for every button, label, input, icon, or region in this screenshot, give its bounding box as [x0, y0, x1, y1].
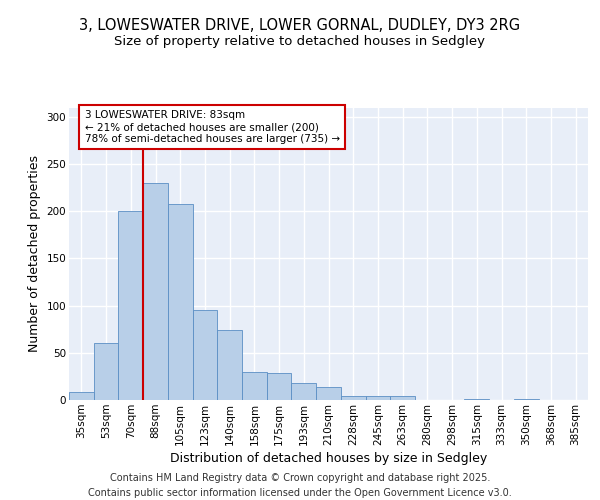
Bar: [217, 330, 242, 400]
Text: 3 LOWESWATER DRIVE: 83sqm
← 21% of detached houses are smaller (200)
78% of semi: 3 LOWESWATER DRIVE: 83sqm ← 21% of detac…: [85, 110, 340, 144]
Bar: [242, 372, 267, 400]
Bar: [514, 399, 539, 400]
Bar: [193, 310, 217, 400]
Bar: [316, 387, 341, 400]
Bar: [69, 392, 94, 400]
Text: Size of property relative to detached houses in Sedgley: Size of property relative to detached ho…: [115, 35, 485, 48]
Bar: [365, 396, 390, 400]
Bar: [168, 204, 193, 400]
Bar: [143, 183, 168, 400]
Bar: [118, 212, 143, 400]
Y-axis label: Number of detached properties: Number of detached properties: [28, 155, 41, 352]
Bar: [341, 396, 365, 400]
Bar: [94, 344, 118, 400]
X-axis label: Distribution of detached houses by size in Sedgley: Distribution of detached houses by size …: [170, 452, 487, 465]
Bar: [292, 383, 316, 400]
Text: Contains HM Land Registry data © Crown copyright and database right 2025.
Contai: Contains HM Land Registry data © Crown c…: [88, 472, 512, 498]
Bar: [464, 399, 489, 400]
Bar: [267, 372, 292, 400]
Bar: [390, 396, 415, 400]
Text: 3, LOWESWATER DRIVE, LOWER GORNAL, DUDLEY, DY3 2RG: 3, LOWESWATER DRIVE, LOWER GORNAL, DUDLE…: [79, 18, 521, 32]
